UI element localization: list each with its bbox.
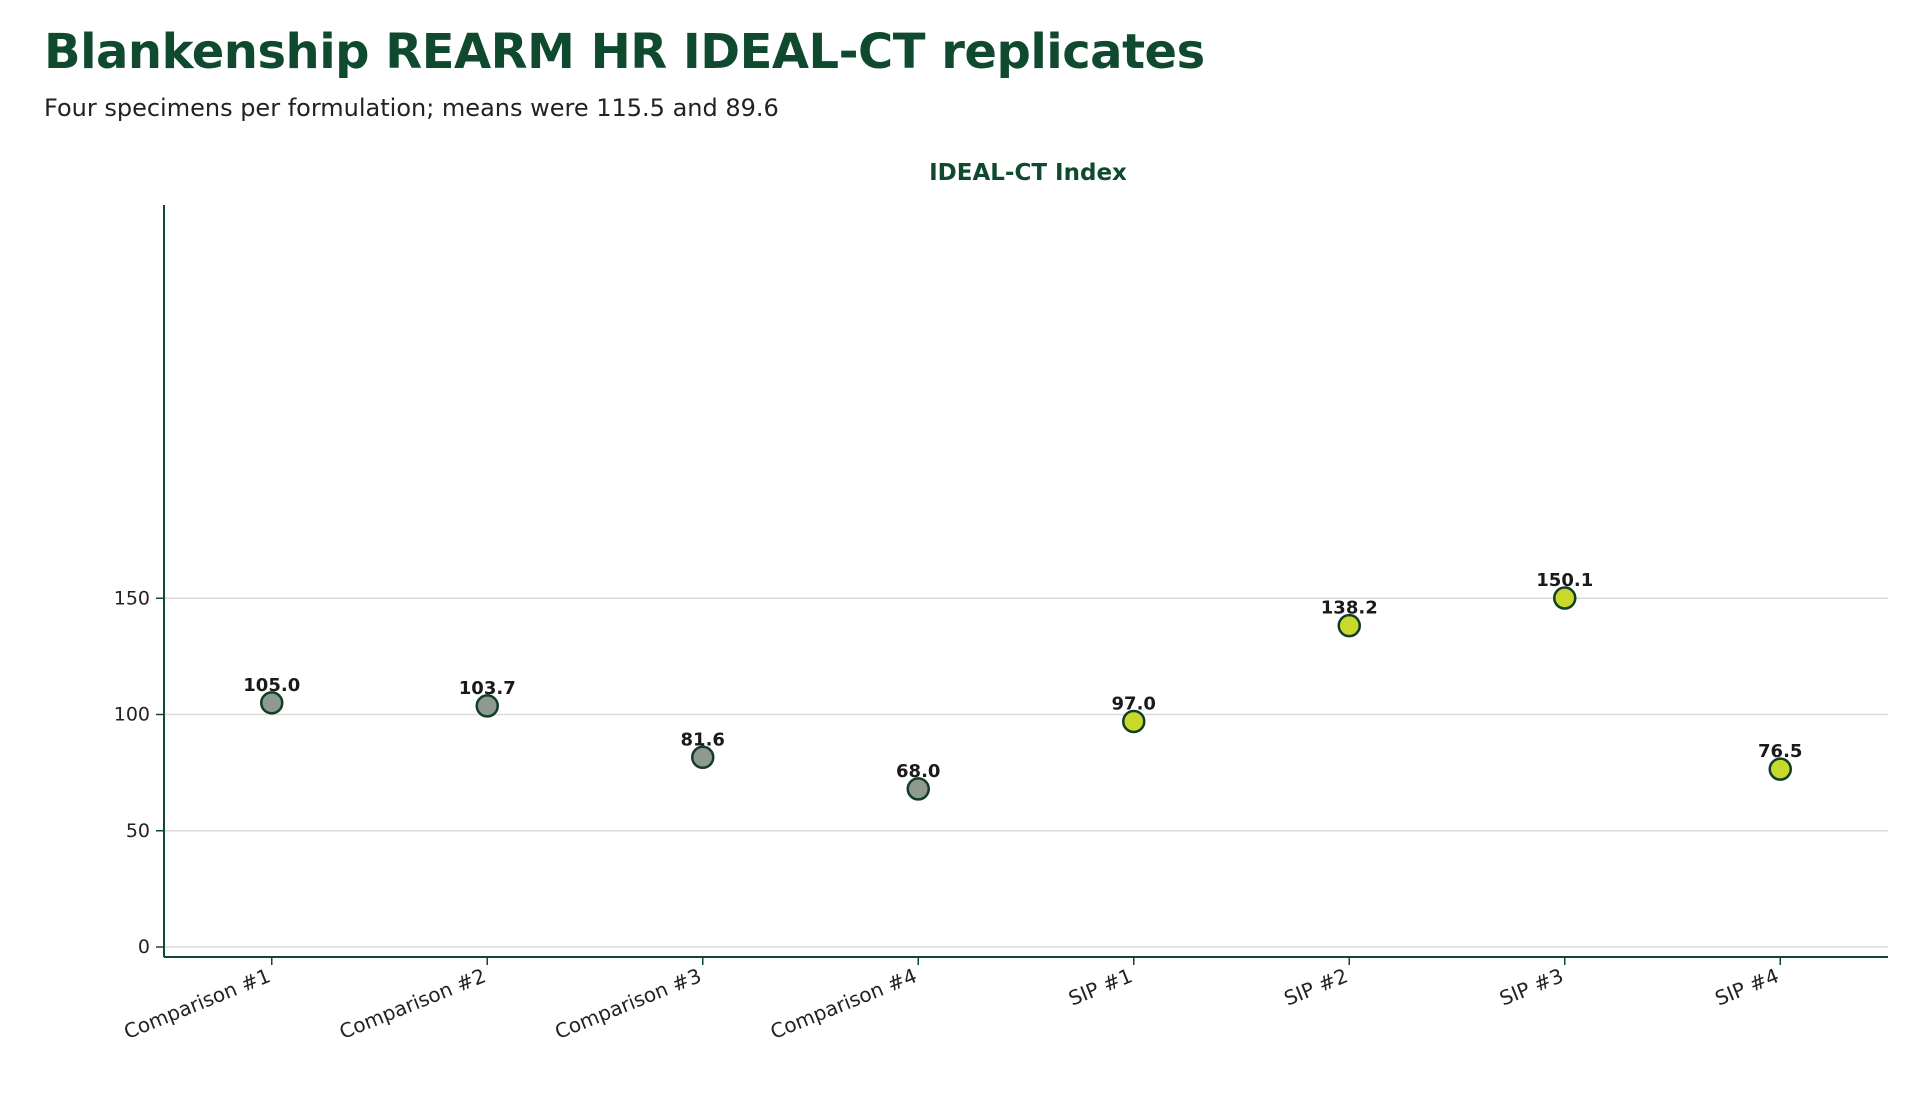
x-tick-label: SIP #1	[1065, 963, 1136, 1010]
y-tick-label: 150	[114, 587, 150, 609]
data-label: 150.1	[1536, 570, 1593, 591]
x-tick-label: Comparison #2	[336, 963, 489, 1044]
data-label: 97.0	[1112, 693, 1156, 714]
page-subtitle: Four specimens per formulation; means we…	[44, 94, 779, 122]
data-label: 105.0	[243, 675, 300, 696]
y-tick-label: 50	[126, 820, 150, 842]
x-tick-label: Comparison #4	[767, 963, 920, 1044]
gridlines	[164, 597, 1888, 948]
data-point	[1553, 586, 1577, 610]
page-title: Blankenship REARM HR IDEAL-CT replicates	[44, 24, 1205, 80]
data-point	[260, 691, 284, 715]
y-axis-ticks: 0 50 100 150	[114, 587, 164, 958]
x-tick-label: SIP #3	[1496, 963, 1567, 1010]
y-tick-label: 0	[138, 936, 150, 958]
data-point	[906, 777, 930, 801]
data-label: 138.2	[1321, 598, 1378, 619]
x-tick-label: Comparison #3	[551, 963, 704, 1044]
x-tick-label: Comparison #1	[120, 963, 273, 1044]
data-label: 76.5	[1758, 741, 1802, 762]
panel-title: IDEAL-CT Index	[929, 160, 1127, 186]
data-point	[1122, 709, 1146, 734]
data-points	[260, 586, 1792, 801]
y-tick-label: 100	[114, 704, 150, 726]
x-tick-label: SIP #4	[1711, 963, 1782, 1010]
data-label: 103.7	[459, 678, 516, 699]
data-label: 68.0	[896, 761, 940, 782]
x-tick-label: SIP #2	[1280, 963, 1351, 1010]
data-label: 81.6	[681, 729, 725, 750]
data-point	[1337, 613, 1361, 638]
data-point	[1768, 757, 1792, 781]
axes	[163, 205, 1888, 958]
data-point	[475, 694, 499, 718]
data-labels: 105.0 103.7 81.6 68.0 97.0 138.2 150.1 76.5	[243, 570, 1802, 782]
data-point	[691, 745, 715, 770]
x-axis-ticks: Comparison #1 Comparison #2 Comparison #3 C…	[120, 957, 1782, 1044]
